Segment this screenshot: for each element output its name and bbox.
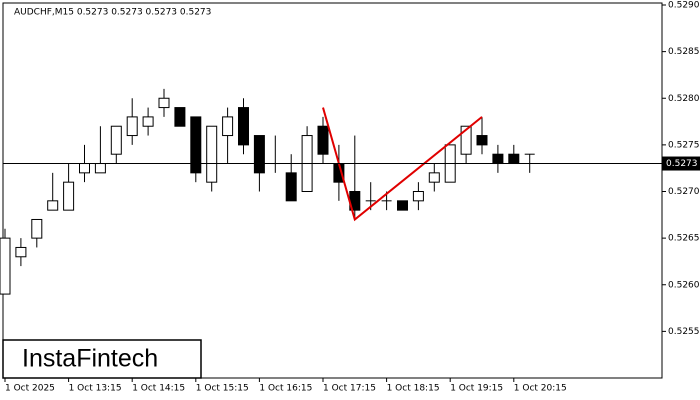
y-tick-label: 0.5275: [668, 140, 700, 150]
candle-body: [94, 163, 106, 174]
y-tick-label: 0.5270: [668, 187, 700, 197]
candle-body: [110, 125, 122, 155]
candle-body: [47, 200, 59, 211]
x-tick-label: 1 Oct 18:15: [387, 384, 440, 394]
candle-body: [460, 125, 472, 155]
y-tick-label: 0.5260: [668, 280, 700, 290]
candle-body: [174, 107, 186, 127]
last-price-box: [662, 156, 700, 171]
last-price-label: 0.5273: [666, 159, 698, 169]
candle-body: [158, 97, 170, 109]
x-tick-label: 1 Oct 15:15: [196, 384, 249, 394]
candle-body: [476, 135, 488, 146]
candle-body: [492, 153, 504, 165]
candle-body: [206, 125, 218, 183]
candle-body: [317, 125, 329, 155]
logo: InstaFintech: [22, 345, 158, 373]
x-tick-label: 1 Oct 17:15: [323, 384, 376, 394]
x-tick-label: 1 Oct 19:15: [450, 384, 503, 394]
y-tick-label: 0.5285: [668, 47, 700, 57]
candle-body: [126, 116, 138, 137]
y-tick-label: 0.5290: [668, 1, 700, 11]
candle-body: [190, 116, 202, 174]
candle-body: [222, 116, 234, 137]
chart-title: AUDCHF,M15 0.5273 0.5273 0.5273 0.5273: [14, 8, 211, 18]
x-tick-label: 1 Oct 20:15: [514, 384, 567, 394]
candle-body: [253, 135, 265, 174]
y-tick-label: 0.5255: [668, 327, 700, 337]
candle-body: [428, 172, 440, 183]
x-tick-label: 1 Oct 13:15: [69, 384, 122, 394]
candle-body: [508, 153, 520, 165]
candle-body: [142, 116, 154, 127]
candle-body: [63, 181, 75, 211]
x-tick-label: 1 Oct 2025: [5, 384, 55, 394]
y-tick-label: 0.5280: [668, 94, 700, 104]
x-tick-label: 1 Oct 14:15: [132, 384, 185, 394]
candle-body: [79, 163, 90, 174]
pattern-line: [322, 107, 483, 222]
candle-body: [31, 218, 43, 239]
plot-frame: [2, 2, 663, 379]
y-tick-label: 0.5265: [668, 234, 700, 244]
candle-body: [0, 237, 11, 295]
x-tick-label: 1 Oct 16:15: [259, 384, 312, 394]
candle-body: [15, 246, 27, 258]
candle-body: [285, 172, 297, 202]
candle-body: [238, 107, 249, 146]
candle-body: [397, 200, 408, 211]
candle-body: [412, 191, 424, 202]
logo-box: [2, 339, 202, 379]
